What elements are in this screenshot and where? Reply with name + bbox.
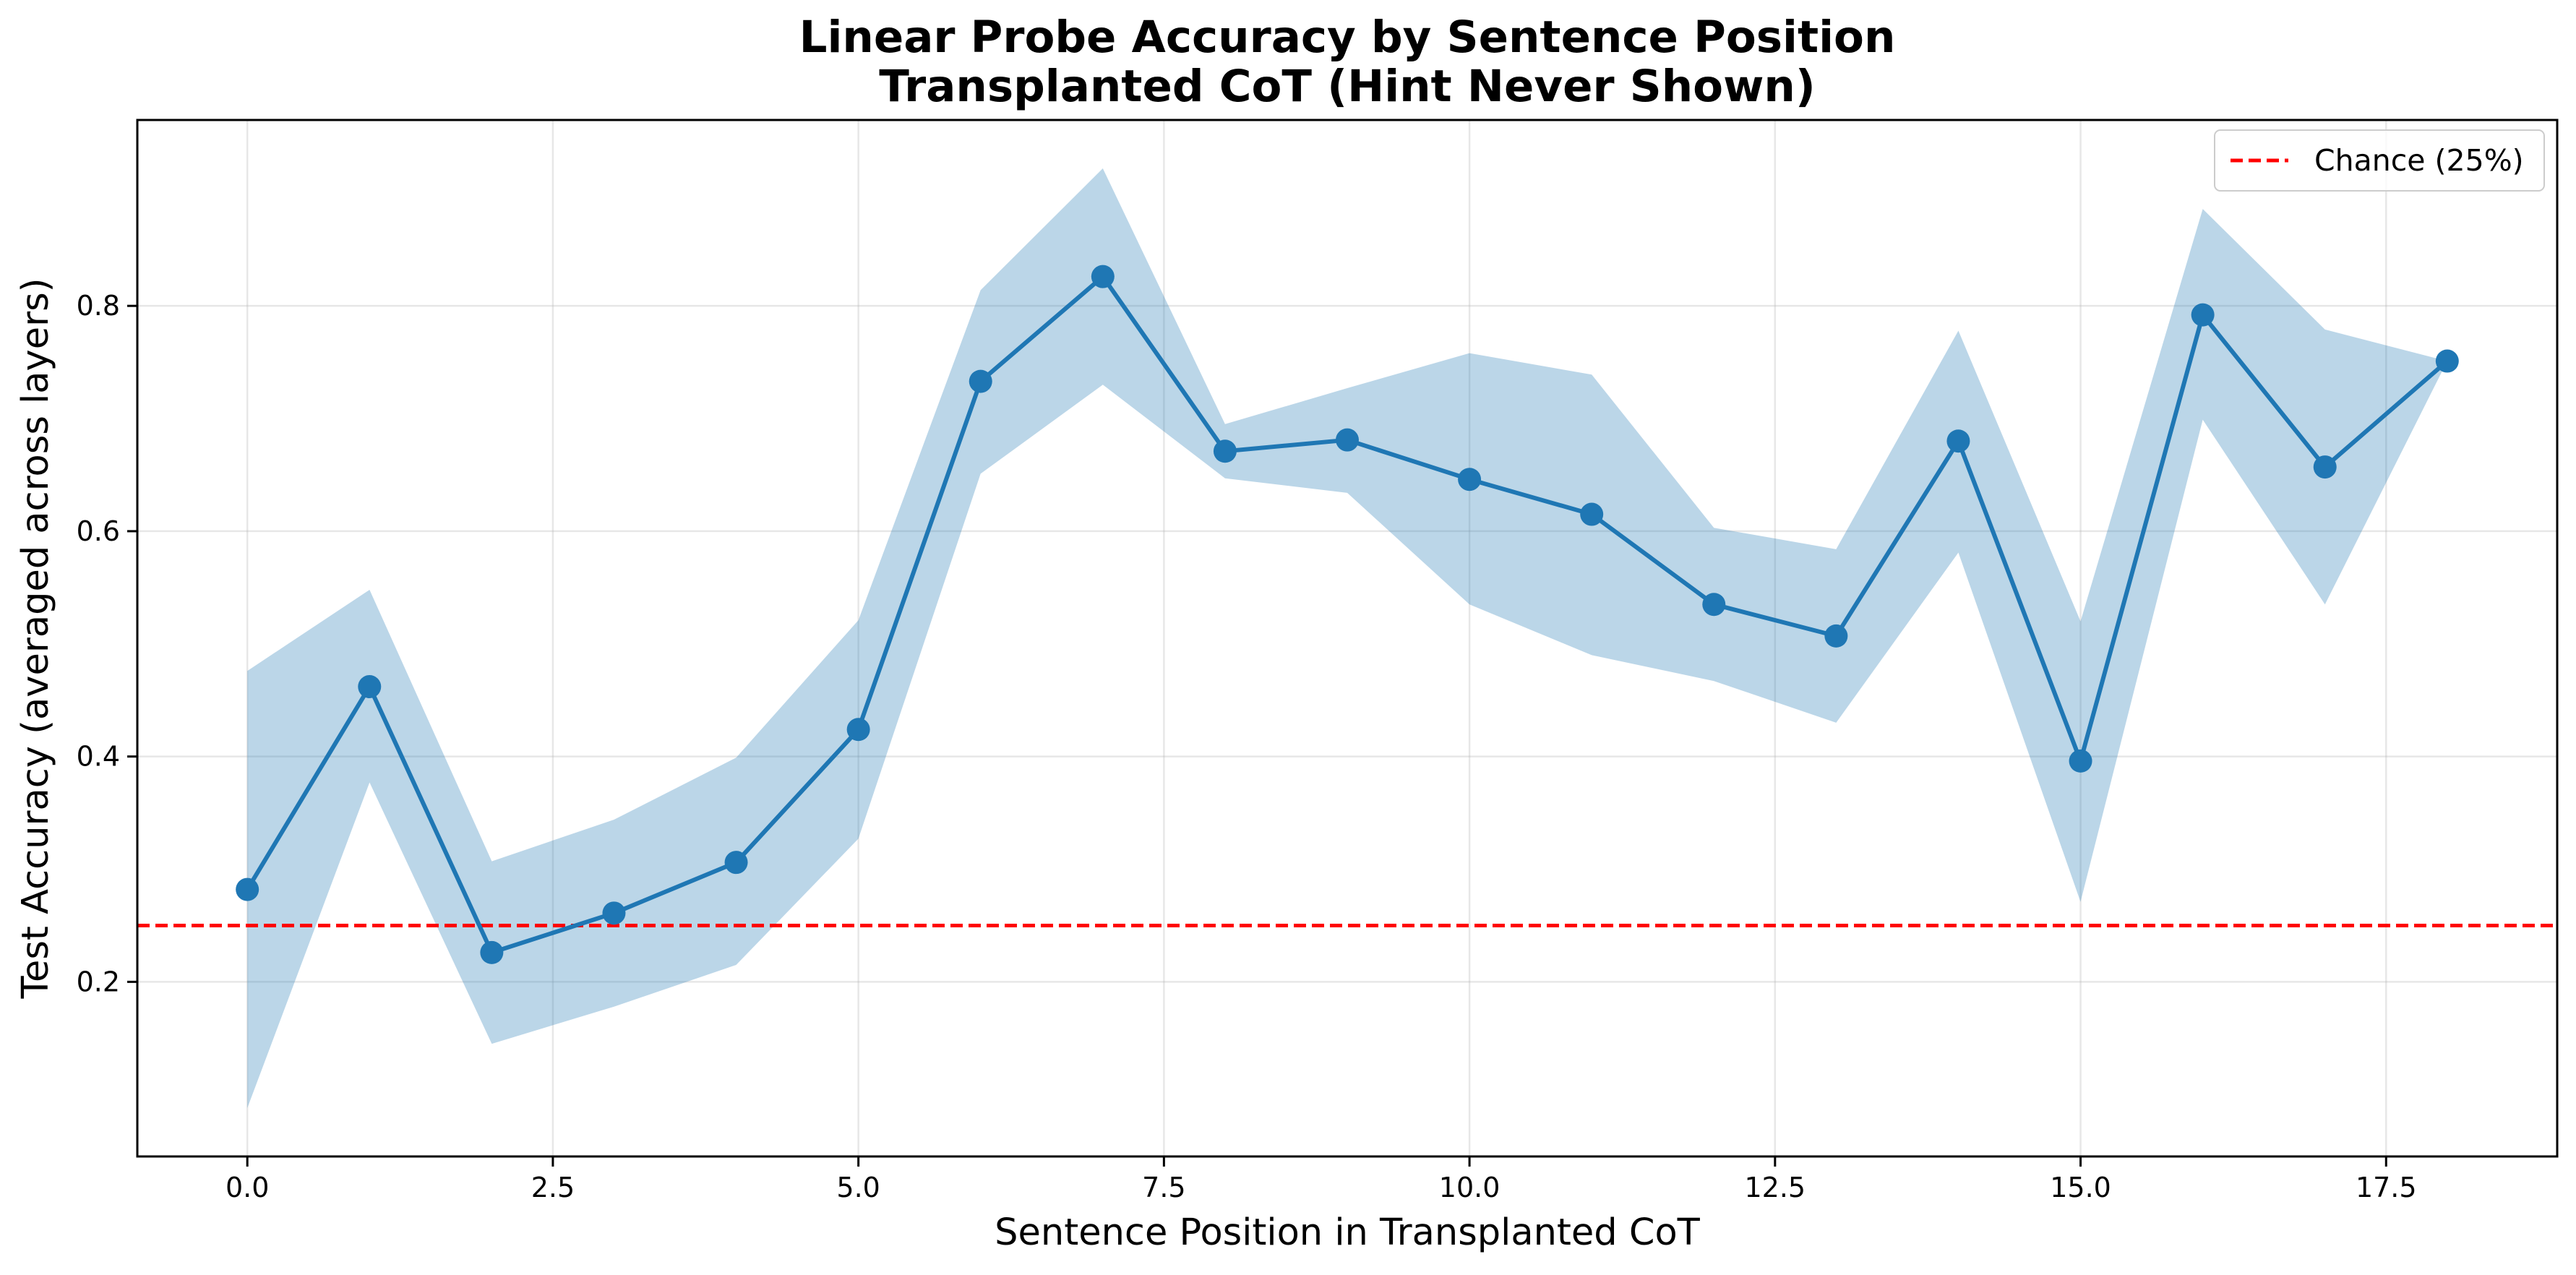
y-tick-label: 0.2 bbox=[77, 966, 120, 997]
data-point bbox=[2313, 455, 2337, 479]
legend-label-chance: Chance (25%) bbox=[2314, 143, 2524, 178]
x-tick-label: 7.5 bbox=[1142, 1172, 1185, 1203]
x-axis-ticks: 0.0 2.5 5.0 7.5 10.0 12.5 15.0 17.5 bbox=[226, 1156, 2417, 1203]
x-tick-label: 2.5 bbox=[531, 1172, 575, 1203]
data-point bbox=[2191, 303, 2215, 327]
data-point bbox=[1580, 502, 1604, 526]
y-axis-label: Test Accuracy (averaged across layers) bbox=[14, 278, 57, 999]
x-tick-label: 12.5 bbox=[1745, 1172, 1806, 1203]
chart-subtitle: Transplanted CoT (Hint Never Shown) bbox=[879, 61, 1815, 112]
data-point bbox=[1336, 428, 1359, 452]
data-point bbox=[1702, 593, 1726, 617]
y-axis-ticks: 0.2 0.4 0.6 0.8 bbox=[77, 290, 137, 997]
plot-frame bbox=[136, 119, 2559, 1158]
data-point bbox=[480, 940, 504, 964]
data-point bbox=[969, 369, 992, 393]
y-tick-label: 0.4 bbox=[77, 741, 120, 773]
confidence-band bbox=[247, 168, 2447, 1108]
data-point bbox=[1824, 624, 1848, 648]
accuracy-band bbox=[247, 168, 2447, 1108]
legend-box bbox=[2214, 129, 2545, 192]
x-tick-label: 5.0 bbox=[836, 1172, 880, 1203]
data-point bbox=[724, 851, 748, 875]
data-point bbox=[236, 877, 259, 901]
data-point bbox=[846, 718, 870, 742]
series-accuracy bbox=[236, 265, 2459, 964]
legend: Chance (25%) bbox=[2214, 129, 2545, 192]
data-point bbox=[358, 675, 382, 699]
data-point bbox=[1091, 265, 1115, 288]
data-point bbox=[1946, 429, 1970, 453]
x-tick-label: 15.0 bbox=[2050, 1172, 2111, 1203]
chart-title: Linear Probe Accuracy by Sentence Positi… bbox=[799, 12, 1896, 63]
data-point bbox=[2435, 349, 2459, 373]
data-point bbox=[1213, 439, 1237, 463]
data-point bbox=[1458, 468, 1482, 491]
y-tick-label: 0.6 bbox=[77, 515, 120, 547]
x-tick-label: 0.0 bbox=[226, 1172, 269, 1203]
data-point bbox=[602, 901, 626, 925]
x-tick-label: 17.5 bbox=[2356, 1172, 2417, 1203]
x-tick-label: 10.0 bbox=[1439, 1172, 1500, 1203]
grid bbox=[137, 120, 2557, 1156]
x-axis-label: Sentence Position in Transplanted CoT bbox=[995, 1211, 1701, 1254]
y-tick-label: 0.8 bbox=[77, 290, 120, 322]
data-point bbox=[2069, 749, 2092, 773]
